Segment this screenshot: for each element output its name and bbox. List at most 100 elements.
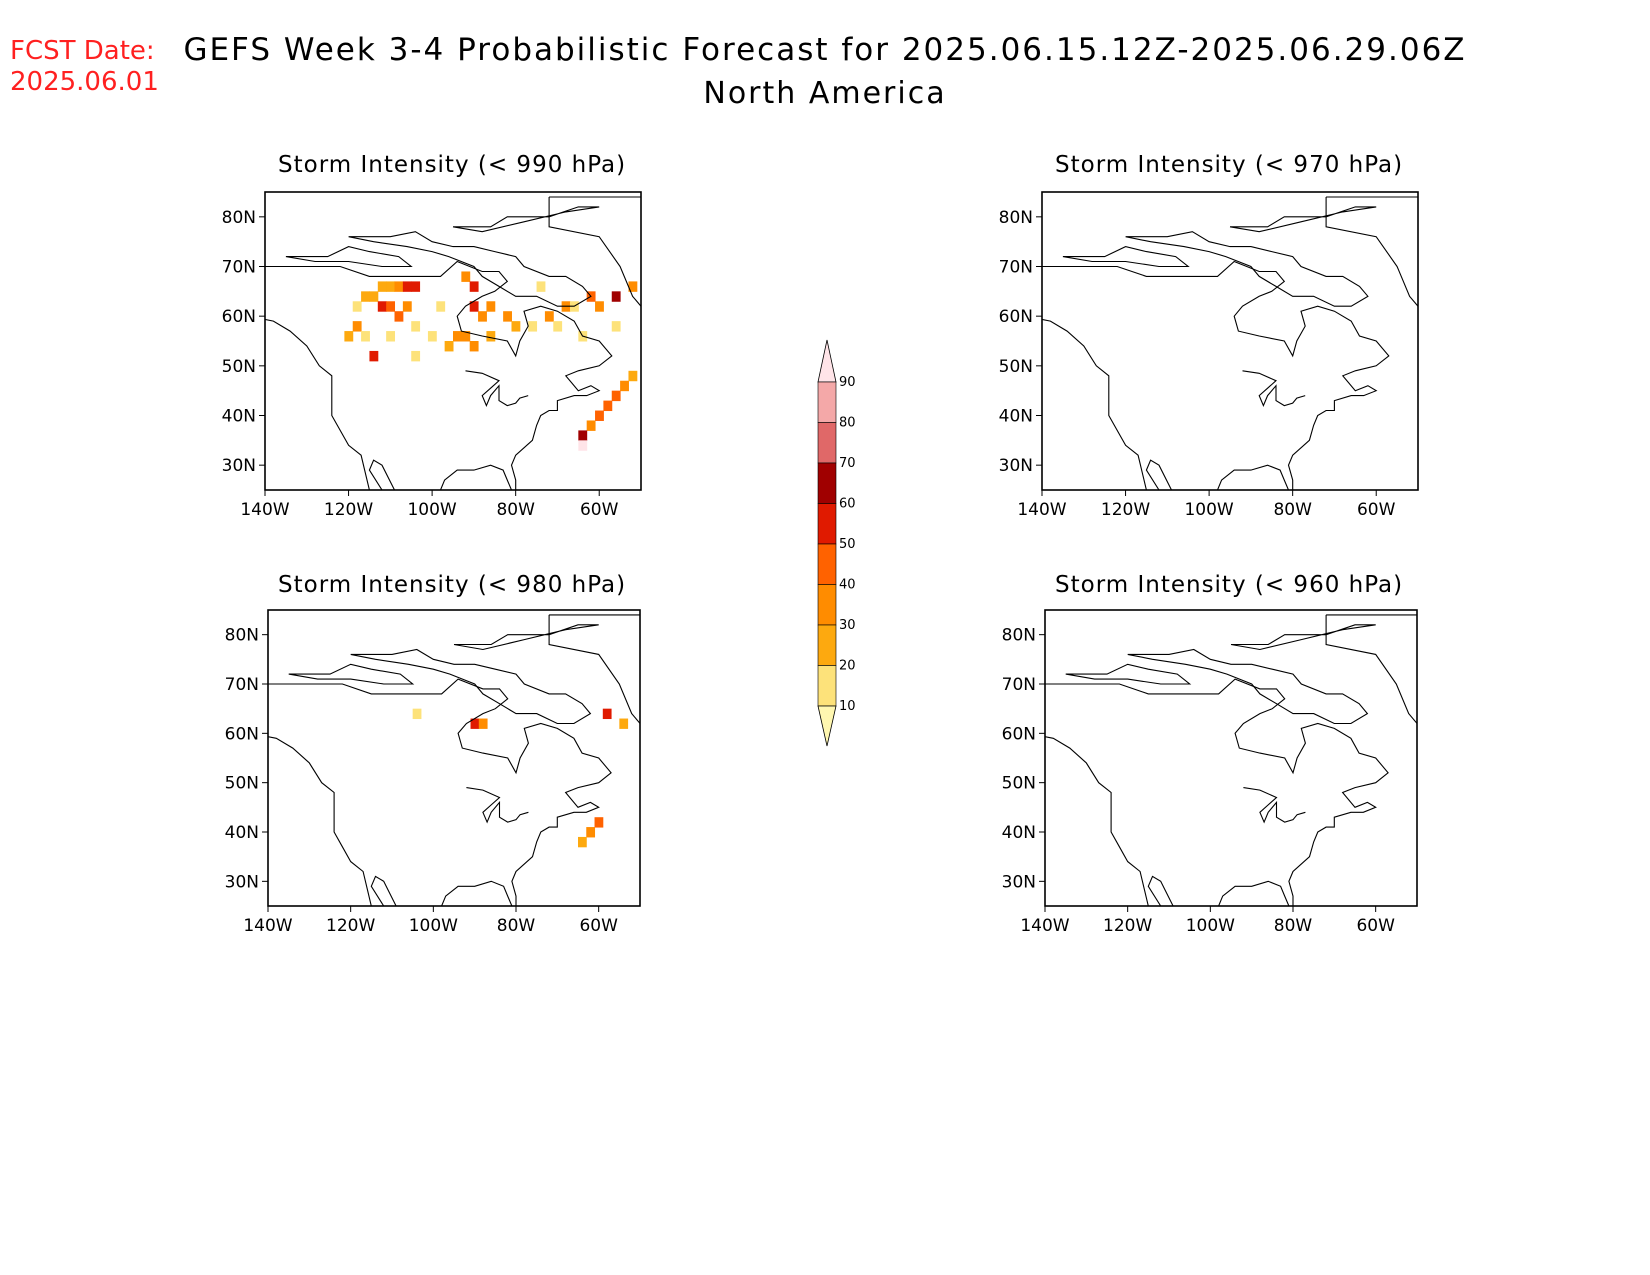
- probability-cell: [578, 440, 588, 451]
- probability-cell: [628, 281, 638, 292]
- probability-cell: [412, 708, 422, 720]
- probability-cell: [402, 301, 412, 312]
- colorbar-top-triangle: [817, 339, 837, 383]
- probability-cell: [369, 291, 379, 302]
- coastline: [1127, 648, 1369, 725]
- lat-tick-label: 40N: [999, 407, 1033, 427]
- probability-cell: [478, 311, 487, 322]
- lon-tick-label: 140W: [240, 500, 289, 520]
- colorbar-segment: [817, 422, 837, 464]
- map-frame: [1044, 609, 1418, 907]
- panel-title-980: Storm Intensity (< 980 hPa): [278, 572, 627, 598]
- lat-tick-label: 30N: [222, 456, 256, 476]
- colorbar-segment: [817, 543, 837, 585]
- lat-tick-label: 80N: [222, 208, 256, 228]
- probability-cell: [453, 331, 462, 342]
- probability-cell: [411, 321, 421, 332]
- coastline: [1242, 370, 1306, 408]
- lat-tick-label: 40N: [1002, 823, 1036, 843]
- map-panel-p980: 140W 120W 100W 80W 60W 80N 70N 60N 50N 40N 30N: [225, 609, 641, 936]
- probability-cell: [611, 321, 621, 332]
- lon-tick-label: 80W: [497, 916, 536, 936]
- lat-tick-label: 30N: [1002, 872, 1036, 892]
- page-title: GEFS Week 3-4 Probabilistic Forecast for…: [183, 32, 1467, 68]
- lat-tick-label: 70N: [1002, 675, 1036, 695]
- lat-tick-label: 70N: [225, 675, 259, 695]
- probability-cell: [461, 271, 471, 282]
- probability-cell: [377, 281, 387, 292]
- coastline: [548, 614, 640, 725]
- lat-tick-label: 40N: [222, 407, 256, 427]
- coastline: [1243, 787, 1306, 824]
- probability-cell: [503, 311, 512, 322]
- probability-cell: [578, 430, 588, 441]
- coastline: [368, 459, 416, 490]
- lon-tick-label: 80W: [1274, 916, 1313, 936]
- probability-cell: [352, 301, 362, 312]
- map-panel-p960: 140W 120W 100W 80W 60W 80N 70N 60N 50N 40N 30N: [1002, 609, 1418, 936]
- lat-tick-label: 50N: [225, 774, 259, 794]
- coastline: [265, 318, 370, 490]
- coastline: [452, 206, 600, 233]
- probability-cell: [553, 321, 563, 332]
- coastline: [1230, 624, 1376, 651]
- lon-tick-label: 140W: [243, 916, 292, 936]
- lon-tick-label: 100W: [409, 916, 458, 936]
- probability-cell: [619, 718, 629, 729]
- probability-cell: [586, 827, 596, 838]
- probability-cell: [386, 331, 396, 342]
- lat-tick-label: 60N: [1002, 724, 1036, 744]
- probability-cell: [469, 341, 479, 352]
- lon-tick-label: 120W: [1101, 500, 1150, 520]
- probability-cell: [461, 331, 471, 342]
- colorbar-label: 90: [839, 375, 856, 390]
- lon-tick-label: 80W: [1273, 500, 1312, 520]
- lat-tick-label: 60N: [222, 307, 256, 327]
- lon-tick-label: 100W: [1184, 500, 1233, 520]
- probability-cell: [611, 291, 621, 302]
- colorbar-label: 80: [839, 416, 856, 431]
- lat-tick-label: 70N: [222, 258, 256, 278]
- fcst-date-label: FCST Date: 2025.06.01: [10, 36, 159, 98]
- colorbar-segment: [817, 665, 837, 707]
- coastline: [453, 624, 599, 651]
- lon-tick-label: 60W: [580, 500, 619, 520]
- coastline: [268, 678, 612, 906]
- coastline: [466, 787, 529, 824]
- probability-cell: [394, 281, 404, 292]
- probability-cell: [377, 301, 387, 312]
- probability-cell: [603, 400, 613, 412]
- lat-tick-label: 80N: [225, 626, 259, 646]
- probability-cell: [586, 420, 596, 431]
- probability-cell: [528, 321, 538, 332]
- probability-cell: [369, 350, 379, 362]
- lat-tick-label: 40N: [225, 823, 259, 843]
- probability-cell: [486, 301, 496, 312]
- colorbar-label: 20: [839, 659, 856, 674]
- probability-cell: [595, 301, 604, 312]
- coastline: [1045, 678, 1389, 906]
- probability-cell: [411, 350, 421, 362]
- probability-cell: [361, 331, 370, 342]
- map-panel-p990: 140W 120W 100W 80W 60W 80N 70N 60N 50N 40N 30N: [222, 191, 642, 520]
- probability-cell: [478, 718, 488, 729]
- probability-cell: [344, 331, 354, 342]
- coastline: [288, 663, 415, 685]
- colorbar-segment: [817, 503, 837, 545]
- lat-tick-label: 60N: [225, 724, 259, 744]
- fcst-date: 2025.06.01: [10, 67, 159, 97]
- coastline: [1145, 459, 1193, 490]
- fcst-label: FCST Date:: [10, 36, 155, 66]
- panel-title-990: Storm Intensity (< 990 hPa): [278, 152, 627, 178]
- lon-tick-label: 100W: [407, 500, 456, 520]
- probability-cell: [394, 311, 404, 322]
- probability-cell: [486, 331, 496, 342]
- probability-cell: [444, 341, 454, 352]
- panel-title-960: Storm Intensity (< 960 hPa): [1055, 572, 1404, 598]
- colorbar-bottom-triangle: [817, 705, 837, 747]
- map-frame: [267, 609, 641, 907]
- lat-tick-label: 80N: [999, 208, 1033, 228]
- coastline: [1042, 318, 1147, 490]
- coastline: [1045, 736, 1149, 906]
- probability-cell: [361, 291, 370, 302]
